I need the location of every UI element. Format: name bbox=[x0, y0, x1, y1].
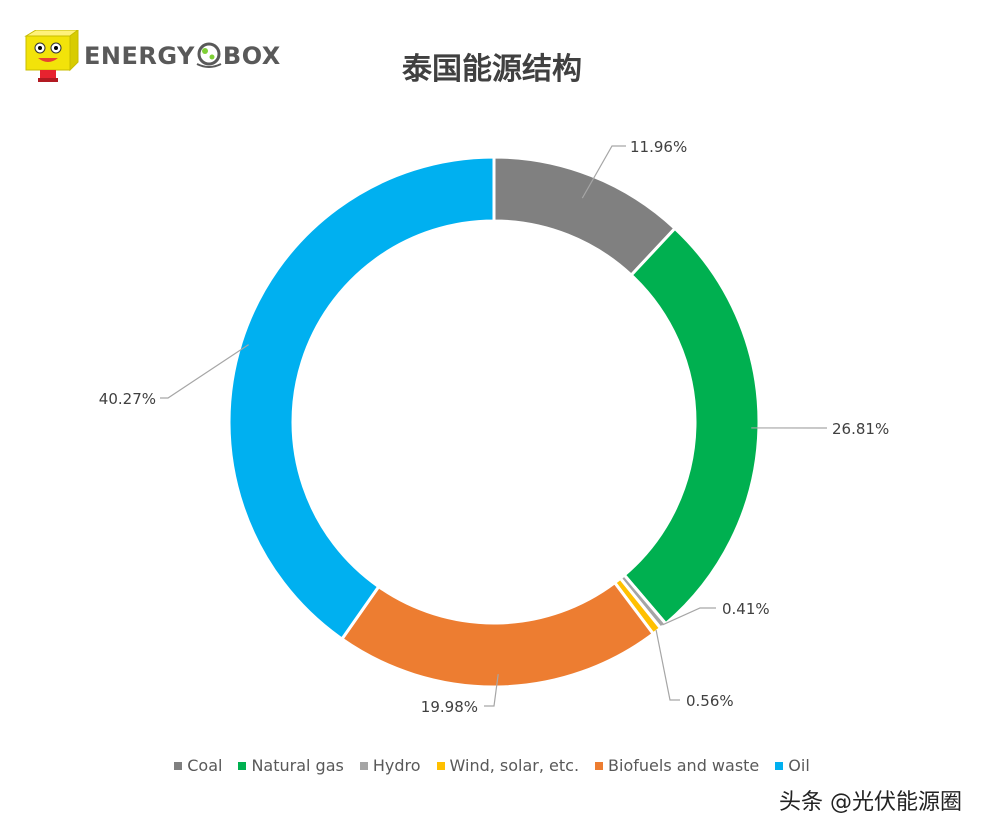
chart-title: 泰国能源结构 bbox=[402, 52, 582, 87]
legend-label: Natural gas bbox=[251, 756, 344, 775]
legend-label: Biofuels and waste bbox=[608, 756, 760, 775]
legend-label: Oil bbox=[788, 756, 810, 775]
legend-item: Oil bbox=[775, 756, 810, 775]
legend-label: Hydro bbox=[372, 756, 421, 775]
legend-item: Biofuels and waste bbox=[595, 756, 759, 775]
data-label: 11.96% bbox=[630, 138, 687, 156]
legend-swatch bbox=[775, 761, 784, 770]
slice-biofuels-and-waste bbox=[339, 580, 656, 689]
leader-line bbox=[160, 344, 249, 399]
legend-swatch bbox=[436, 761, 445, 770]
leader-line bbox=[662, 607, 716, 626]
legend-label: Coal bbox=[187, 756, 223, 775]
energy-o-icon bbox=[196, 42, 222, 68]
legend-item: Hydro bbox=[359, 756, 421, 775]
leader-line bbox=[484, 674, 499, 707]
leader-line bbox=[655, 629, 680, 701]
legend-item: Wind, solar, etc. bbox=[436, 756, 580, 775]
watermark: 头条 @光伏能源圈 bbox=[779, 790, 962, 815]
slice-natural-gas bbox=[622, 226, 761, 626]
logo-text: ENERGY BOX bbox=[84, 42, 281, 70]
legend-label: Wind, solar, etc. bbox=[449, 756, 580, 775]
legend-item: Coal bbox=[174, 756, 222, 775]
chart-legend: Coal Natural gas Hydro Wind, solar, etc. Bio… bbox=[0, 756, 984, 775]
box-mascot-icon bbox=[24, 30, 79, 82]
data-label: 19.98% bbox=[421, 698, 478, 716]
logo-text-right: BOX bbox=[222, 42, 281, 70]
data-label: 26.81% bbox=[832, 420, 889, 438]
legend-swatch bbox=[359, 761, 368, 770]
data-label: 0.41% bbox=[722, 600, 770, 618]
legend-swatch bbox=[595, 761, 604, 770]
data-label: 40.27% bbox=[99, 390, 156, 408]
logo-text-left: ENERGY bbox=[84, 42, 195, 70]
legend-swatch bbox=[238, 761, 247, 770]
leader-line bbox=[581, 145, 626, 199]
legend-swatch bbox=[174, 761, 183, 770]
data-label: 0.56% bbox=[686, 692, 734, 710]
energybox-logo bbox=[24, 30, 222, 82]
slice-oil bbox=[227, 155, 496, 642]
legend-item: Natural gas bbox=[238, 756, 344, 775]
